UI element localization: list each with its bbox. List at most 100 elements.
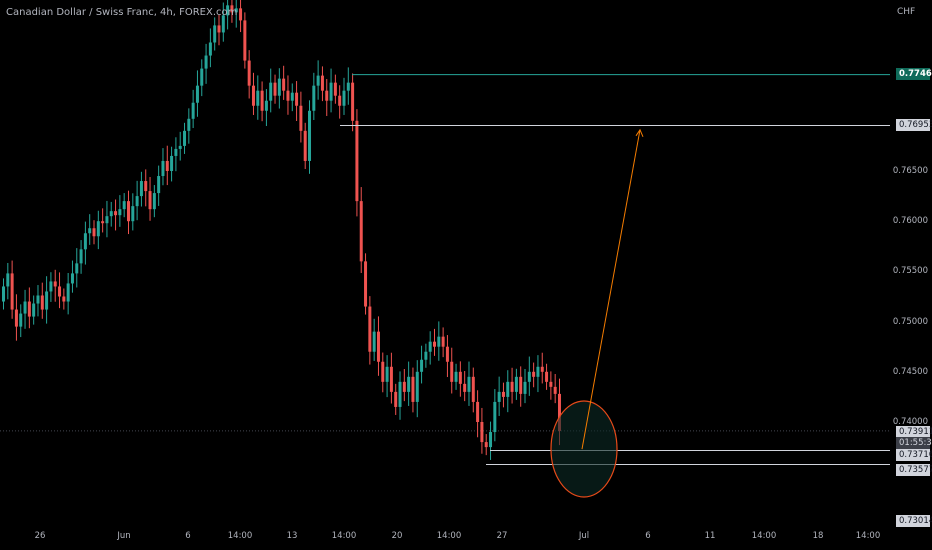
candle-body	[178, 145, 182, 149]
candle-body	[338, 95, 342, 106]
candle-body	[523, 381, 527, 394]
candle-body	[519, 376, 523, 394]
candle-body	[165, 160, 169, 171]
x-tick-label: 6	[645, 531, 651, 541]
bar-countdown-tag: 01:55:33	[896, 437, 932, 449]
candle-body	[157, 176, 161, 194]
candle-body	[114, 211, 118, 216]
candle-body	[540, 366, 544, 372]
candle-body	[433, 341, 436, 347]
projection-arrow-head	[635, 128, 644, 138]
candle-body	[286, 90, 290, 101]
candle-body	[62, 296, 66, 302]
candle-body	[329, 82, 333, 101]
candle-body	[234, 8, 238, 13]
candle-body	[101, 221, 105, 224]
candle-body	[402, 381, 406, 392]
candle-body	[70, 273, 74, 284]
x-tick-label: 20	[391, 531, 403, 541]
candle-body	[501, 391, 505, 397]
x-tick-label: Jul	[578, 531, 590, 541]
candle-body	[450, 361, 454, 382]
candle-body	[454, 371, 458, 382]
candle-body	[476, 401, 480, 422]
candle-body	[200, 68, 204, 86]
candle-body	[23, 301, 27, 314]
candle-body	[19, 313, 23, 327]
candle-body	[217, 25, 221, 33]
candle-body	[415, 371, 419, 402]
candle-body	[187, 118, 191, 131]
candle-body	[66, 283, 70, 302]
candle-body	[126, 201, 130, 222]
support-high-price-tag[interactable]: 0.73716	[896, 449, 932, 461]
candle-body	[376, 331, 380, 362]
candle-body	[49, 281, 53, 292]
candle-body	[75, 263, 79, 274]
candle-body	[514, 376, 518, 392]
candle-body	[105, 216, 109, 224]
candle-body	[316, 75, 320, 86]
symbol-title[interactable]: Canadian Dollar / Swiss Franc, 4h, FOREX…	[6, 7, 238, 18]
support-low-price-tag[interactable]: 0.73577	[896, 464, 932, 476]
y-tick-label: 0.76500	[892, 166, 928, 176]
candle-body	[424, 351, 428, 360]
candle-body	[36, 295, 40, 304]
candle-body	[213, 25, 217, 43]
candle-body	[53, 281, 57, 287]
candle-body	[2, 286, 5, 302]
candle-body	[549, 381, 553, 387]
candle-body	[139, 181, 143, 197]
candle-body	[83, 233, 87, 250]
candle-body	[299, 105, 303, 131]
x-tick-label: 14:00	[436, 531, 462, 541]
candle-body	[489, 432, 493, 448]
candle-body	[557, 393, 561, 432]
candle-body	[10, 273, 14, 310]
x-tick-label: 14:00	[227, 531, 253, 541]
resistance-low-price-tag[interactable]: 0.76953	[896, 119, 932, 131]
candle-body	[527, 371, 531, 382]
candle-body	[312, 85, 316, 111]
candle-body	[368, 306, 372, 352]
candle-body	[545, 371, 549, 382]
candle-body	[463, 383, 467, 392]
candle-body	[174, 148, 178, 156]
candle-body	[532, 371, 536, 377]
candle-body	[135, 196, 139, 207]
candle-body	[6, 273, 10, 287]
candle-body	[506, 381, 510, 397]
candle-body	[372, 331, 376, 352]
candle-body	[269, 82, 273, 101]
candle-body	[122, 201, 126, 210]
x-tick-label: 11	[704, 531, 716, 541]
candle-body	[204, 55, 208, 69]
candle-body	[333, 82, 337, 96]
candle-body	[260, 90, 264, 111]
x-tick-label: 18	[812, 531, 824, 541]
candle-body	[96, 221, 100, 237]
candle-body	[32, 303, 36, 317]
x-tick-label: 26	[34, 531, 46, 541]
candle-body	[458, 371, 462, 384]
current-price-tag: 0.73911	[896, 426, 932, 438]
candle-body	[381, 361, 385, 382]
candle-body	[346, 82, 350, 91]
candle-body	[58, 286, 62, 297]
candle-body	[303, 130, 307, 161]
candle-body	[359, 201, 363, 262]
candle-body	[79, 249, 83, 264]
candle-body	[208, 42, 212, 56]
candle-body	[144, 181, 148, 192]
candle-body	[277, 78, 281, 96]
candle-body	[88, 228, 92, 234]
candle-body	[445, 346, 449, 362]
candle-body	[221, 15, 225, 33]
x-tick-label: 14:00	[751, 531, 777, 541]
candle-body	[428, 341, 432, 352]
candle-body	[118, 209, 122, 216]
candle-body	[497, 391, 501, 402]
candle-body	[170, 155, 174, 171]
